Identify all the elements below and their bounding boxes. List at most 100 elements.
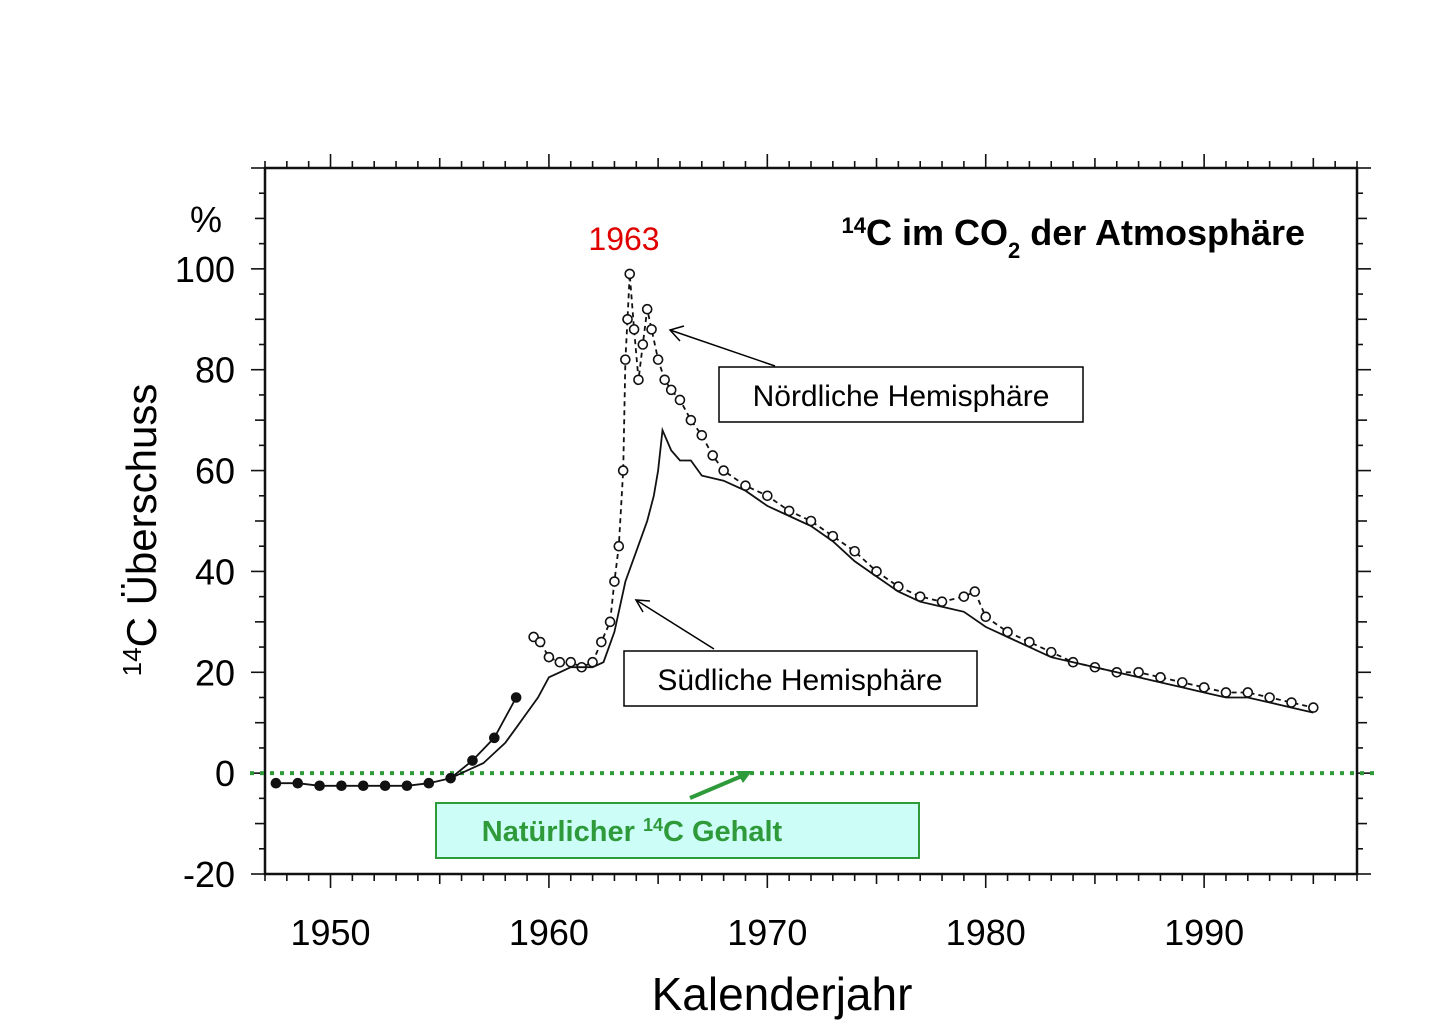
x-axis-label: Kalenderjahr	[652, 968, 913, 1020]
y-tick-label: 100	[175, 249, 235, 290]
data-point	[613, 540, 625, 552]
x-tick-labels: 1950 1960 1970 1980 1990	[290, 912, 1244, 953]
x-tick-label: 1980	[946, 912, 1026, 953]
data-point	[980, 611, 992, 623]
y-tick-label: -20	[183, 854, 235, 895]
data-point	[633, 374, 644, 386]
south-arrow-head	[634, 599, 651, 613]
chart-title: 14C im CO2 der Atmosphäre	[842, 212, 1305, 263]
data-point	[1242, 687, 1254, 698]
series-layer	[270, 268, 1319, 792]
x-tick-label: 1970	[727, 912, 807, 953]
north-label-box	[718, 366, 1084, 423]
data-point	[936, 596, 948, 607]
y-axis-label: 14C Überschuss	[117, 384, 165, 677]
x-tick-label: 1990	[1164, 912, 1244, 953]
data-point	[718, 465, 729, 476]
natural-label-a: Natürlicher	[482, 816, 643, 848]
data-point	[1176, 677, 1188, 688]
data-point	[379, 780, 391, 792]
data-point	[534, 636, 546, 648]
y-tick-label: 60	[195, 451, 235, 492]
y-axis-label-sup: 14	[117, 647, 147, 676]
data-point	[1155, 672, 1166, 683]
north-arrow-head	[668, 325, 685, 342]
data-point	[565, 656, 577, 668]
series-line	[450, 426, 1314, 780]
south-arrow-line	[635, 599, 715, 650]
data-point	[292, 777, 304, 789]
data-point	[849, 545, 860, 557]
data-point	[1198, 682, 1210, 693]
data-point	[707, 450, 719, 461]
minor-ticks	[251, 154, 1371, 888]
data-point	[467, 755, 478, 766]
data-point	[617, 465, 629, 476]
data-point	[685, 414, 697, 426]
natural-label: Natürlicher 14C Gehalt	[482, 815, 783, 848]
data-point	[637, 339, 649, 350]
south-label-box	[623, 650, 978, 707]
chart-title-main: C im CO	[866, 212, 1008, 253]
data-point	[609, 576, 620, 587]
data-point	[401, 780, 413, 792]
peak-year-label: 1963	[588, 221, 659, 257]
data-point	[270, 777, 282, 789]
natural-label-box	[435, 802, 920, 859]
south-annotation: Südliche Hemisphäre	[623, 599, 978, 707]
south-label: Südliche Hemisphäre	[657, 664, 942, 697]
data-point	[1220, 687, 1232, 698]
data-point	[674, 394, 686, 406]
data-point	[604, 616, 616, 628]
natural-annotation: Natürlicher 14C Gehalt	[435, 771, 920, 859]
data-point	[659, 374, 670, 386]
data-point	[423, 777, 435, 789]
series-1	[450, 426, 1314, 780]
data-point	[652, 354, 664, 365]
series-0	[528, 268, 1319, 713]
data-point	[622, 313, 633, 325]
data-point	[1286, 697, 1297, 708]
y-tick-label: 20	[195, 652, 235, 693]
natural-label-sup: 14	[643, 815, 663, 835]
data-point	[762, 490, 773, 502]
data-point	[696, 429, 708, 441]
data-point	[646, 324, 657, 335]
north-annotation: Nördliche Hemisphäre	[668, 325, 1084, 423]
series-line	[533, 273, 1314, 709]
y-axis-unit: %	[190, 199, 222, 240]
data-point	[596, 636, 607, 648]
north-label: Nördliche Hemisphäre	[753, 380, 1050, 413]
y-tick-labels: -20 0 20 40 60 80 100	[175, 249, 235, 895]
y-tick-label: 0	[215, 753, 235, 794]
x-tick-label: 1950	[290, 912, 370, 953]
data-point	[665, 384, 677, 396]
chart-title-sup: 14	[842, 213, 867, 238]
data-point	[543, 651, 555, 663]
data-point	[624, 268, 636, 280]
data-point	[445, 772, 456, 784]
data-point	[336, 780, 347, 792]
natural-arrow-line	[689, 774, 743, 800]
data-point	[969, 586, 981, 597]
data-point	[641, 303, 653, 315]
data-point	[314, 780, 325, 792]
y-tick-label: 80	[195, 350, 235, 391]
x-tick-label: 1960	[509, 912, 589, 953]
natural-arrow-head	[736, 771, 752, 783]
data-point	[357, 780, 369, 792]
data-point	[1308, 702, 1319, 713]
data-point	[489, 732, 500, 744]
chart-title-rest: der Atmosphäre	[1020, 212, 1305, 253]
north-arrow-line	[669, 329, 776, 367]
y-tick-label: 40	[195, 551, 235, 592]
data-point	[620, 354, 631, 365]
data-point	[628, 324, 640, 335]
natural-label-b: C Gehalt	[663, 816, 783, 848]
chart-title-sub: 2	[1008, 238, 1020, 263]
y-axis-label-text: C Überschuss	[118, 384, 165, 648]
data-point	[1264, 692, 1275, 703]
series-2	[270, 692, 522, 792]
data-point	[554, 656, 566, 668]
